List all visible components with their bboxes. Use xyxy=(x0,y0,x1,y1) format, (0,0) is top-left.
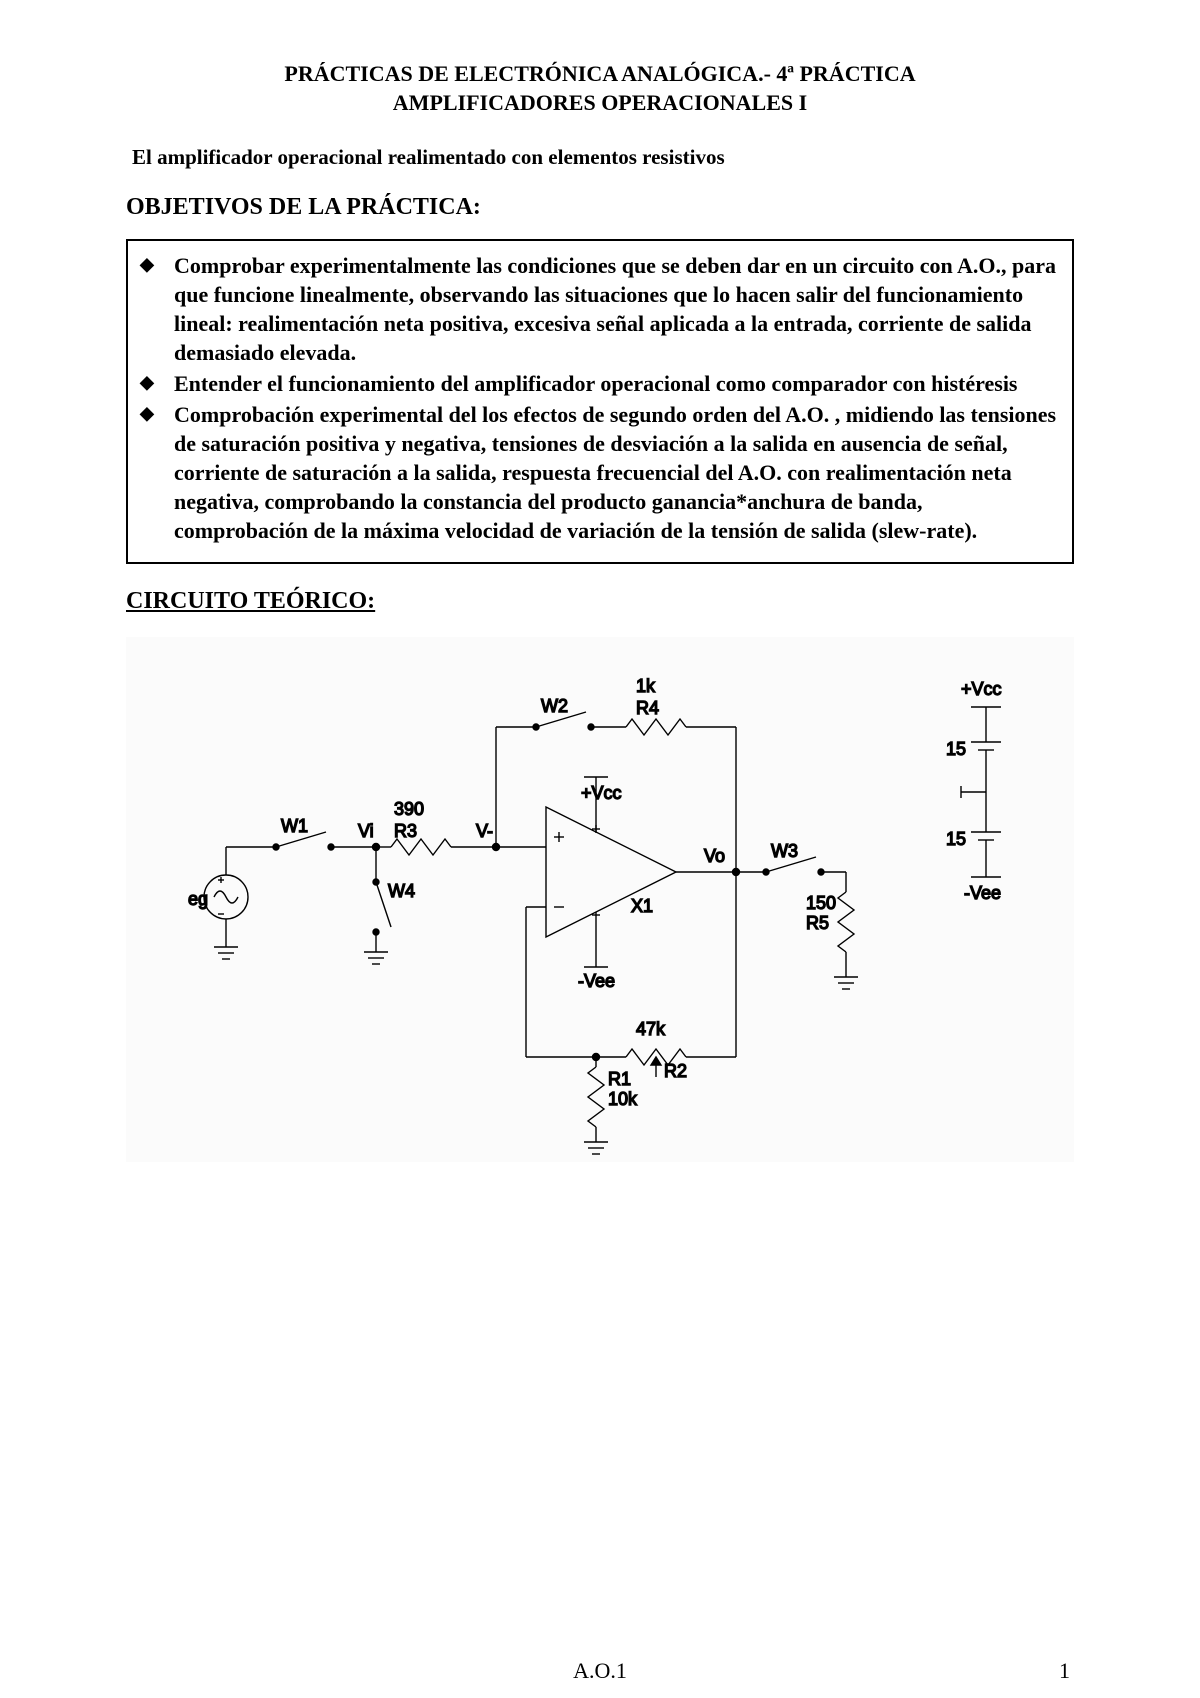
label-vcc-right: +Vcc xyxy=(961,679,1002,699)
label-r1val: 10k xyxy=(608,1089,638,1109)
label-x1: X1 xyxy=(631,896,653,916)
label-vo: Vo xyxy=(704,846,725,866)
label-vminus: V- xyxy=(476,821,493,841)
label-eg: eg xyxy=(188,889,208,909)
footer-center: A.O.1 xyxy=(573,1658,627,1684)
doc-subtitle: El amplificador operacional realimentado… xyxy=(132,145,1074,170)
label-vcc-top: +Vcc xyxy=(581,783,622,803)
objective-item: Comprobar experimentalmente las condicio… xyxy=(132,251,1058,367)
label-r4: R4 xyxy=(636,698,659,718)
label-w3: W3 xyxy=(771,841,798,861)
label-r1: R1 xyxy=(608,1069,631,1089)
doc-header: PRÁCTICAS DE ELECTRÓNICA ANALÓGICA.- 4ª … xyxy=(126,60,1074,117)
label-r4val: 1k xyxy=(636,676,656,696)
objectives-heading: OBJETIVOS DE LA PRÁCTICA: xyxy=(126,194,1074,221)
label-vee-bot: -Vee xyxy=(578,971,615,991)
label-r3val: 390 xyxy=(394,799,424,819)
label-r2val: 47k xyxy=(636,1019,666,1039)
header-line2: AMPLIFICADORES OPERACIONALES I xyxy=(126,89,1074,118)
label-vee-right: -Vee xyxy=(964,883,1001,903)
label-w4: W4 xyxy=(388,881,415,901)
objective-item: Comprobación experimental del los efecto… xyxy=(132,400,1058,545)
label-w1: W1 xyxy=(281,816,308,836)
label-r5: R5 xyxy=(806,913,829,933)
label-15b: 15 xyxy=(946,829,966,849)
circuit-heading: CIRCUITO TEÓRICO: xyxy=(126,588,1074,615)
header-line1: PRÁCTICAS DE ELECTRÓNICA ANALÓGICA.- 4ª … xyxy=(126,60,1074,89)
footer-page-number: 1 xyxy=(1059,1658,1070,1684)
circuit-diagram: eg W1 Vi 39 xyxy=(126,637,1074,1162)
label-w2: W2 xyxy=(541,696,568,716)
label-r2: R2 xyxy=(664,1061,687,1081)
objectives-list: Comprobar experimentalmente las condicio… xyxy=(132,251,1058,545)
objectives-box: Comprobar experimentalmente las condicio… xyxy=(126,239,1074,563)
label-vi: Vi xyxy=(358,821,374,841)
label-r3: R3 xyxy=(394,821,417,841)
label-r5val: 150 xyxy=(806,893,836,913)
schematic-svg: eg W1 Vi 39 xyxy=(126,637,1066,1157)
label-15a: 15 xyxy=(946,739,966,759)
objective-item: Entender el funcionamiento del amplifica… xyxy=(132,369,1058,398)
